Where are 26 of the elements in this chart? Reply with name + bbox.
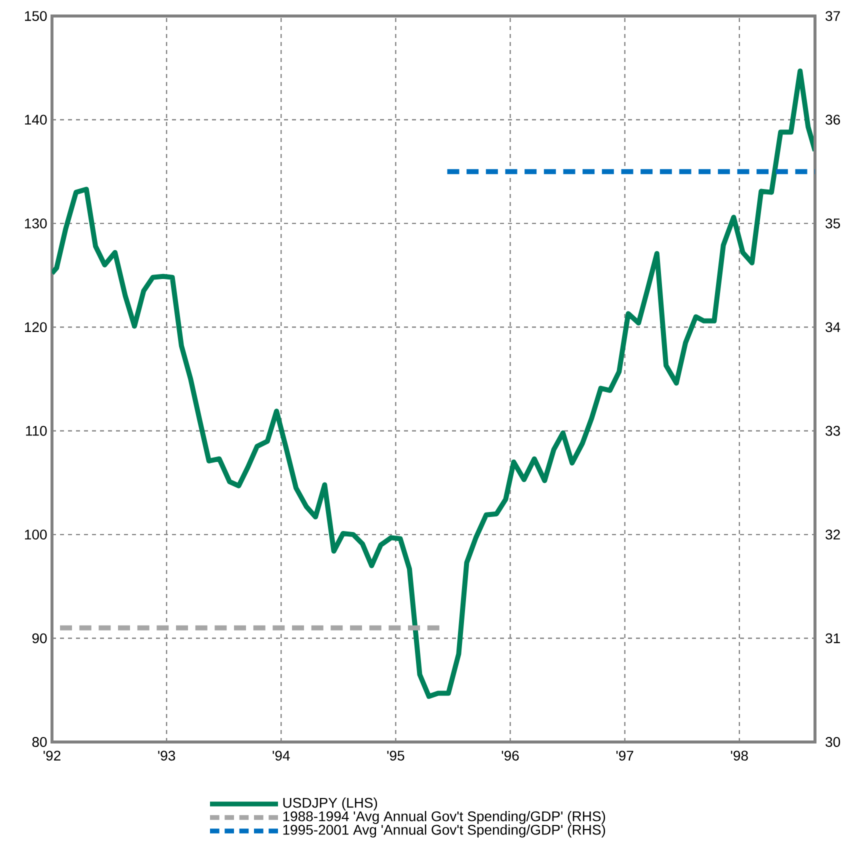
- x-tick-label: '98: [730, 750, 748, 761]
- legend-label: USDJPY (LHS): [283, 797, 378, 811]
- y-tick-label: 80: [32, 737, 47, 747]
- x-tick-label: '93: [158, 750, 176, 761]
- legend-label: 1995-2001 Avg 'Annual Gov't Spending/GDP' (RHS): [283, 824, 606, 838]
- y-tick-label: 90: [32, 633, 47, 644]
- y2-tick-label: 30: [826, 737, 840, 747]
- y2-tick-label: 34: [826, 322, 840, 332]
- y2-tick-label: 36: [826, 114, 840, 125]
- x-tick-label: '92: [44, 750, 60, 761]
- y-tick-label: 140: [25, 114, 47, 125]
- y-tick-label: 130: [25, 218, 47, 228]
- y-tick-label: 150: [25, 11, 47, 21]
- legend-label: 1988-1994 'Avg Annual Gov't Spending/GDP' (RHS): [283, 810, 606, 824]
- x-tick-label: '94: [272, 750, 290, 761]
- y2-tick-label: 33: [826, 426, 840, 436]
- y-tick-label: 100: [25, 530, 47, 540]
- y-tick-label: 120: [25, 322, 47, 332]
- y2-tick-label: 37: [826, 11, 840, 21]
- y2-tick-label: 32: [826, 530, 840, 540]
- y2-tick-label: 31: [826, 633, 840, 644]
- x-tick-label: '96: [502, 750, 519, 761]
- x-tick-label: '95: [387, 750, 404, 761]
- y2-tick-label: 35: [826, 218, 840, 228]
- y-tick-label: 110: [26, 426, 47, 436]
- x-tick-label: '97: [616, 750, 634, 761]
